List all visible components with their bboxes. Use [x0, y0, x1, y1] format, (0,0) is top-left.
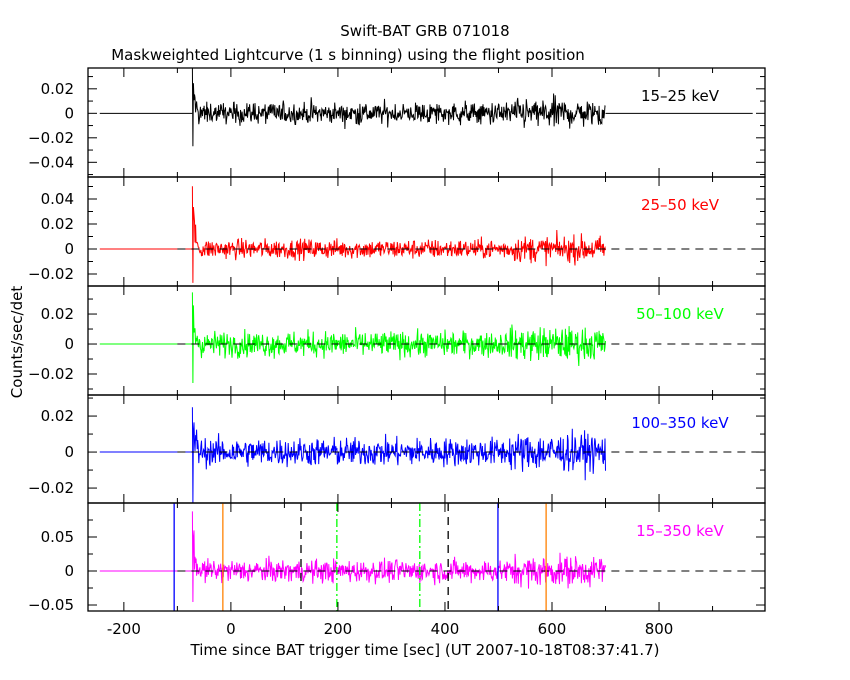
band-label: 15–25 keV: [641, 87, 720, 105]
y-tick-label: 0.02: [41, 305, 74, 323]
panel-15-25-kev: 0.02 0 −0.02 −0.04 15–25 keV: [28, 67, 766, 178]
series-100-350-kev: [191, 407, 606, 504]
y-tick-label: 0: [64, 240, 74, 258]
y-tick-label: −0.02: [28, 129, 74, 147]
x-tick-label: 200: [324, 620, 353, 638]
band-label: 25–50 keV: [641, 196, 720, 214]
series-15-25-kev: [191, 67, 606, 147]
band-label: 100–350 keV: [631, 414, 729, 432]
panel-100-350-kev: 0.02 0 −0.02 100–350 keV: [28, 394, 766, 504]
chart-subtitle: Maskweighted Lightcurve (1 s binning) us…: [111, 46, 585, 64]
chart-title: Swift-BAT GRB 071018: [340, 22, 509, 40]
y-tick-label: 0.02: [41, 215, 74, 233]
x-tick-label: 800: [645, 620, 674, 638]
y-tick-label: −0.04: [28, 153, 74, 171]
y-tick-label: −0.02: [28, 365, 74, 383]
panel-frame: [87, 394, 766, 504]
panel-50-100-kev: 0.02 0 −0.02 50–100 keV: [28, 285, 766, 396]
band-label: 15–350 keV: [636, 522, 724, 540]
panel-25-50-kev: 0.04 0.02 0 −0.02 25–50 keV: [28, 176, 766, 287]
series-50-100-kev: [191, 292, 606, 384]
y-tick-label: 0: [64, 104, 74, 122]
x-axis-label: Time since BAT trigger time [sec] (UT 20…: [190, 641, 660, 659]
y-tick-label: −0.05: [28, 596, 74, 614]
panel-frame: [87, 502, 766, 612]
series-25-50-kev: [191, 186, 606, 283]
y-tick-label: −0.02: [28, 265, 74, 283]
y-tick-label: 0.05: [41, 528, 74, 546]
y-tick-label: 0.02: [41, 407, 74, 425]
y-tick-label: 0: [64, 335, 74, 353]
band-label: 50–100 keV: [636, 305, 724, 323]
x-tick-label: 600: [538, 620, 567, 638]
x-tick-label: 400: [431, 620, 460, 638]
panel-frame: [87, 67, 766, 178]
y-tick-label: 0.02: [41, 80, 74, 98]
y-tick-label: 0: [64, 562, 74, 580]
panel-frame: [87, 176, 766, 287]
y-tick-label: 0.04: [41, 190, 74, 208]
y-tick-label: −0.02: [28, 479, 74, 497]
y-tick-label: 0: [64, 443, 74, 461]
series-15-350-kev: [191, 511, 606, 603]
x-tick-label: 0: [226, 620, 236, 638]
panel-15-350-kev: 0.05 0 −0.05 15–350 keV: [28, 502, 766, 614]
y-axis-label: Counts/sec/det: [8, 286, 26, 399]
panel-frame: [87, 285, 766, 396]
x-tick-label: -200: [107, 620, 141, 638]
